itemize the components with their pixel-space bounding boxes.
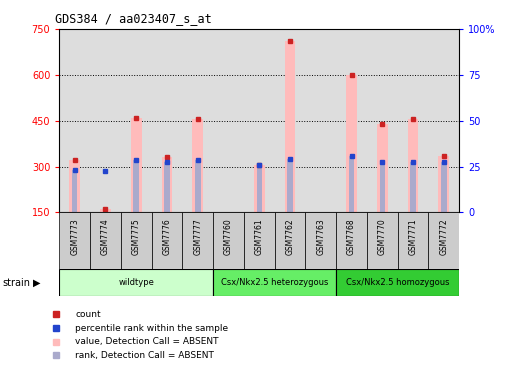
Bar [131,118,141,212]
Bar [256,165,262,212]
FancyBboxPatch shape [59,269,213,296]
Bar [287,159,293,212]
Text: Csx/Nkx2.5 homozygous: Csx/Nkx2.5 homozygous [346,278,449,287]
Text: GSM7771: GSM7771 [409,218,417,255]
FancyBboxPatch shape [275,212,305,269]
Text: GSM7777: GSM7777 [194,218,202,255]
Bar [192,119,203,212]
FancyBboxPatch shape [367,212,398,269]
FancyBboxPatch shape [90,212,121,269]
FancyBboxPatch shape [213,212,244,269]
FancyBboxPatch shape [428,212,459,269]
Text: GSM7761: GSM7761 [255,218,264,255]
Bar [195,160,201,212]
Text: GSM7774: GSM7774 [101,218,110,255]
FancyBboxPatch shape [336,269,459,296]
Bar [254,165,265,212]
Bar [100,209,111,212]
Bar [69,160,80,212]
Text: GDS384 / aa023407_s_at: GDS384 / aa023407_s_at [55,12,212,25]
Text: GSM7772: GSM7772 [439,218,448,255]
Text: GSM7773: GSM7773 [70,218,79,255]
FancyBboxPatch shape [305,212,336,269]
Text: strain: strain [3,278,30,288]
Text: Csx/Nkx2.5 heterozygous: Csx/Nkx2.5 heterozygous [221,278,328,287]
Text: value, Detection Call = ABSENT: value, Detection Call = ABSENT [75,337,219,346]
Text: GSM7763: GSM7763 [316,218,325,255]
Text: GSM7775: GSM7775 [132,218,141,255]
Text: GSM7768: GSM7768 [347,218,356,255]
Bar [377,124,388,212]
Text: GSM7760: GSM7760 [224,218,233,255]
FancyBboxPatch shape [336,212,367,269]
Bar [408,119,418,212]
Bar [410,162,416,212]
FancyBboxPatch shape [59,212,90,269]
Text: percentile rank within the sample: percentile rank within the sample [75,324,229,333]
Bar [439,156,449,212]
Text: GSM7770: GSM7770 [378,218,387,255]
Bar [380,162,385,212]
Text: GSM7776: GSM7776 [163,218,171,255]
FancyBboxPatch shape [398,212,428,269]
FancyBboxPatch shape [244,212,275,269]
FancyBboxPatch shape [182,212,213,269]
Bar [349,156,354,212]
FancyBboxPatch shape [121,212,152,269]
Text: wildtype: wildtype [118,278,154,287]
Text: ▶: ▶ [33,278,40,288]
Bar [164,162,170,212]
Bar [346,75,357,212]
Bar [162,157,172,212]
Bar [441,162,447,212]
Bar [285,41,296,212]
Bar [72,169,77,212]
Bar [134,160,139,212]
FancyBboxPatch shape [213,269,336,296]
Text: rank, Detection Call = ABSENT: rank, Detection Call = ABSENT [75,351,214,360]
Text: GSM7762: GSM7762 [285,218,295,255]
Text: count: count [75,310,101,319]
FancyBboxPatch shape [152,212,182,269]
